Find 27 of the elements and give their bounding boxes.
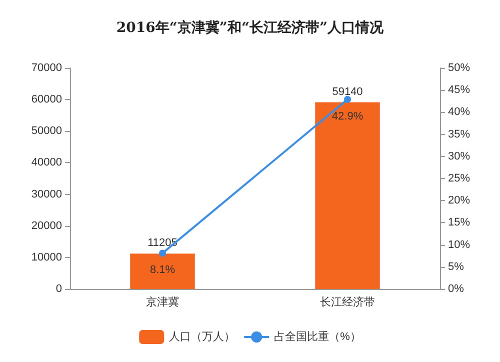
y-tick-label: 10000 [31, 251, 62, 264]
y-tick-label: 30000 [31, 188, 62, 200]
y-tick-label: 60000 [31, 94, 62, 106]
y2-tick-label: 40% [448, 106, 470, 118]
data-label: 59140 [332, 86, 363, 98]
y2-tick-label: 50% [448, 62, 470, 74]
y-tick-label: 50000 [31, 125, 62, 138]
y2-tick-label: 30% [448, 150, 470, 162]
y-tick-label: 40000 [31, 156, 62, 169]
data-label: 8.1% [150, 264, 176, 276]
legend-label: 人口（万人） [169, 331, 236, 343]
y2-tick-label: 35% [448, 128, 470, 140]
y-tick-label: 20000 [31, 220, 62, 232]
data-label: 42.9% [332, 110, 364, 122]
y2-tick-label: 10% [448, 238, 470, 251]
y2-tick-label: 20% [448, 194, 470, 207]
y2-tick-label: 5% [448, 260, 464, 273]
x-tick-label: 京津冀 [146, 296, 179, 308]
y2-tick-label: 15% [448, 216, 470, 229]
x-tick-label: 长江经济带 [320, 296, 375, 308]
chart-title: 2016年“京津冀”和“长江经济带”人口情况 [116, 19, 385, 36]
y2-tick-label: 45% [448, 84, 470, 96]
y-tick-label: 0 [56, 283, 62, 295]
y2-tick-label: 25% [448, 172, 470, 184]
y-tick-label: 70000 [31, 62, 62, 74]
legend-label: 占全国比重（%） [274, 330, 361, 343]
y2-tick-label: 0% [448, 283, 464, 295]
